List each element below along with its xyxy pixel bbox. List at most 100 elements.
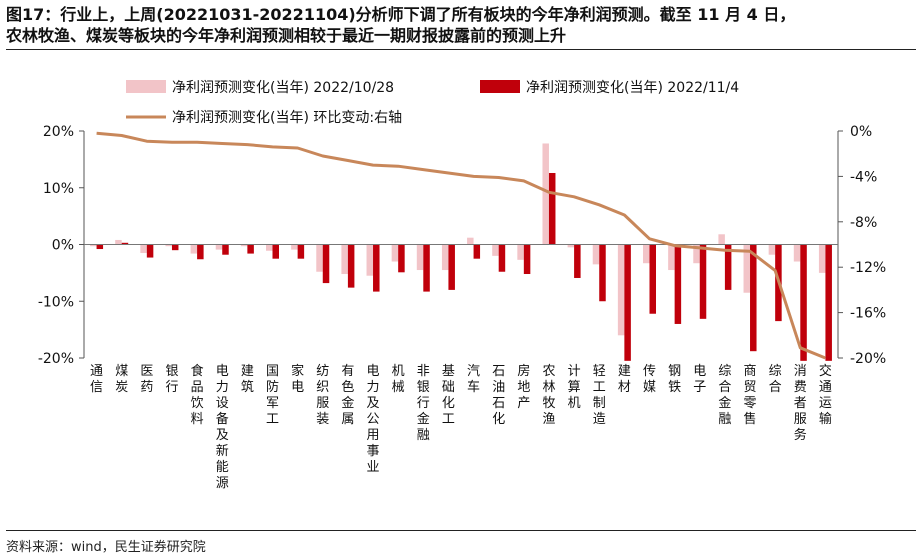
bar-2022-11-04: [347, 244, 355, 288]
bar-2022-10-28: [441, 244, 449, 271]
bar-2022-11-04: [523, 244, 531, 275]
x-axis-category-label: 钢铁: [668, 364, 681, 395]
bar-2022-11-04: [800, 244, 807, 361]
bar-2022-11-04: [825, 244, 832, 361]
x-axis-category-label: 非银行金融: [417, 364, 430, 443]
bar-2022-10-28: [467, 237, 474, 245]
bar-2022-10-28: [240, 244, 248, 247]
x-axis-category-label: 房地产: [517, 363, 530, 411]
right-axis-tick-label: -16%: [850, 306, 886, 322]
bar-2022-10-28: [718, 234, 725, 245]
bar-2022-10-28: [215, 244, 223, 250]
left-axis-tick-label: 10%: [43, 181, 74, 197]
bar-2022-10-28: [668, 244, 675, 271]
bar-2022-10-28: [768, 244, 776, 255]
bar-2022-10-28: [316, 244, 323, 272]
x-axis-category-label: 基础化工: [442, 364, 455, 427]
bar-2022-10-28: [492, 244, 499, 256]
bar-2022-11-04: [574, 244, 581, 278]
bar-2022-11-04: [398, 244, 405, 273]
x-axis-category-label: 交通运输: [819, 363, 832, 427]
bar-2022-10-28: [617, 244, 625, 336]
chart-canvas: 20% 10% 0% -10% -20% 0% -4% -8% -12% -16% -20% 通信煤炭…: [38, 80, 886, 491]
bar-2022-11-04: [750, 244, 757, 352]
bar-2022-10-28: [818, 244, 826, 273]
right-axis-tick-label: -4%: [850, 169, 877, 185]
bar-2022-11-04: [322, 244, 330, 284]
x-axis-category-label: 电子: [693, 364, 706, 395]
x-axis-category-label: 消费者服务: [794, 364, 807, 443]
bar-2022-10-28: [693, 244, 700, 264]
legend-label-2022-11-04: 净利润预测变化(当年) 2022/11/4: [526, 80, 739, 96]
x-axis-category-label: 综合: [769, 364, 782, 395]
bar-2022-10-28: [115, 239, 122, 245]
chart-title: 图17：行业上，上周(20221031-20221104)分析师下调了所有板块的…: [6, 4, 918, 46]
x-axis-category-label: 家电: [291, 363, 304, 395]
bar-2022-11-04: [473, 244, 481, 259]
x-axis-category-label: 纺织服装: [316, 364, 329, 427]
bar-2022-11-04: [448, 244, 455, 290]
bar-2022-10-28: [266, 244, 273, 251]
right-axis-tick-label: -12%: [850, 260, 886, 276]
x-axis-category-label: 汽车: [467, 364, 480, 395]
bar-2022-11-04: [121, 242, 129, 245]
bar-2022-11-04: [96, 244, 104, 250]
x-axis-category-label: 石油石化: [492, 364, 505, 427]
legend-swatch-2022-11-04: [480, 80, 520, 93]
title-line-2: 农林牧渔、煤炭等板块的今年净利润预测相较于最近一期财报披露前的预测上升: [6, 26, 567, 45]
legend-label-2022-10-28: 净利润预测变化(当年) 2022/10/28: [172, 80, 394, 96]
bar-2022-10-28: [165, 244, 172, 247]
bar-2022-10-28: [592, 244, 600, 265]
bar-2022-10-28: [341, 244, 348, 275]
x-axis-category-label: 传媒: [643, 364, 656, 395]
bar-2022-11-04: [624, 244, 631, 361]
bar-2022-10-28: [542, 143, 549, 245]
source-note: 资料来源：wind，民生证券研究院: [6, 540, 206, 555]
bar-2022-11-04: [247, 244, 254, 254]
x-axis-category-label: 电力及公用事业: [367, 364, 380, 475]
x-axis-category-label: 机械: [392, 364, 405, 395]
bar-2022-11-04: [699, 244, 707, 319]
bar-2022-10-28: [140, 244, 147, 254]
bar-2022-11-04: [674, 244, 682, 324]
bar-2022-10-28: [190, 244, 198, 254]
bar-2022-11-04: [146, 244, 154, 258]
bar-2022-11-04: [498, 244, 506, 272]
bar-2022-11-04: [197, 244, 204, 260]
bar-2022-11-04: [171, 244, 179, 251]
x-axis-category-label: 有色金属: [341, 364, 354, 427]
bar-2022-10-28: [743, 244, 751, 293]
bar-2022-10-28: [291, 244, 298, 250]
bar-2022-10-28: [643, 244, 650, 264]
bar-2022-11-04: [222, 244, 229, 255]
x-axis-category-label: 综合金融: [718, 364, 731, 427]
legend-swatch-2022-10-28: [126, 80, 166, 93]
title-divider: [6, 49, 916, 50]
left-axis-tick-label: -20%: [38, 351, 74, 367]
bar-2022-10-28: [416, 244, 424, 271]
right-axis-tick-label: -8%: [850, 215, 877, 231]
bar-2022-11-04: [297, 244, 305, 259]
left-axis-tick-label: 20%: [43, 124, 74, 140]
bar-2022-10-28: [567, 244, 575, 248]
x-axis-category-label: 商贸零售: [744, 364, 757, 427]
bar-2022-10-28: [90, 244, 97, 247]
bar-2022-10-28: [366, 244, 374, 276]
x-axis-category-label: 国防军工: [266, 364, 279, 427]
x-axis-category-label: 建材: [618, 364, 631, 395]
legend-label-mom-change: 净利润预测变化(当年) 环比变动:右轴: [172, 110, 402, 126]
series-line-mom-change: [96, 131, 826, 360]
bar-2022-11-04: [272, 244, 279, 259]
x-axis-category-label: 医药: [140, 364, 153, 395]
bar-2022-11-04: [599, 244, 606, 302]
x-axis-category-label: 煤炭: [115, 364, 128, 395]
footer-divider: [6, 530, 916, 531]
x-axis-category-label: 农林牧渔: [542, 364, 555, 427]
x-axis-category-label: 计算机: [568, 364, 581, 411]
title-line-1: 图17：行业上，上周(20221031-20221104)分析师下调了所有板块的…: [6, 5, 796, 24]
bar-2022-10-28: [391, 244, 399, 262]
x-axis-category-label: 食品饮料: [191, 363, 204, 427]
right-axis-tick-label: 0%: [850, 124, 872, 140]
right-axis-tick-label: -20%: [850, 351, 886, 367]
x-axis-category-label: 银行: [165, 364, 178, 395]
